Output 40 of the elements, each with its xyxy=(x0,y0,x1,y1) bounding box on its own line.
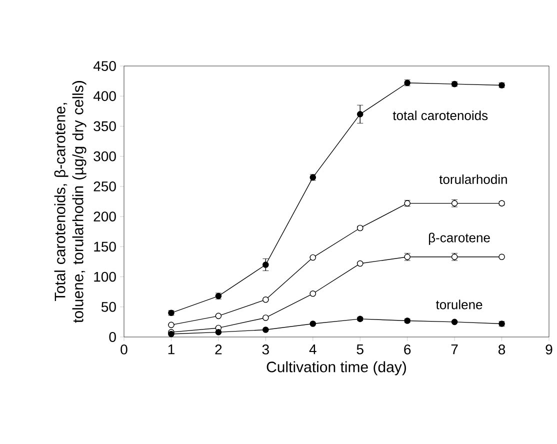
point xyxy=(215,312,222,320)
y-tick-label: 0 xyxy=(109,332,116,342)
point xyxy=(262,296,269,303)
point xyxy=(310,254,316,261)
y-tick-label: 450 xyxy=(93,61,116,71)
x-tick-label: 0 xyxy=(120,344,128,354)
x-tick-label: 3 xyxy=(262,344,269,354)
series-label: torularhodin xyxy=(439,174,507,184)
y-tick-label: 100 xyxy=(94,272,116,282)
y-axis-title: Total carotenoids, β-carotene, toluene, torularhodin (µg/g dry cells) xyxy=(54,81,86,323)
series-label: torulene xyxy=(436,300,482,310)
point xyxy=(498,254,505,260)
y-tick-label: 250 xyxy=(94,181,116,192)
x-tick-label: 7 xyxy=(451,344,458,354)
x-tick-label: 5 xyxy=(356,344,364,354)
point xyxy=(310,290,316,297)
x-tick-label: 1 xyxy=(168,344,174,354)
point xyxy=(262,314,269,321)
point xyxy=(310,320,316,327)
point xyxy=(215,329,222,336)
y-tick-label: 150 xyxy=(94,242,116,252)
y-tick-label: 300 xyxy=(94,151,116,162)
point xyxy=(356,260,364,267)
x-tick-label: 4 xyxy=(309,344,316,354)
point xyxy=(356,111,364,118)
y-tick-label: 200 xyxy=(94,212,116,222)
point xyxy=(262,262,269,268)
x-tick-label: 8 xyxy=(498,344,506,354)
x-axis-title: Cultivation time (day) xyxy=(266,361,406,376)
y-tick-label: 350 xyxy=(94,121,116,132)
x-tick-label: 9 xyxy=(546,344,552,354)
point xyxy=(262,326,269,333)
x-tick-label: 6 xyxy=(404,344,411,354)
point xyxy=(451,318,458,326)
series-label: total carotenoids xyxy=(392,110,488,120)
series-label: β-carotene xyxy=(428,232,490,245)
point xyxy=(168,322,174,328)
y-tick-label: 400 xyxy=(93,91,116,102)
y-tick-label: 50 xyxy=(101,302,116,312)
x-tick-label: 2 xyxy=(215,344,222,354)
